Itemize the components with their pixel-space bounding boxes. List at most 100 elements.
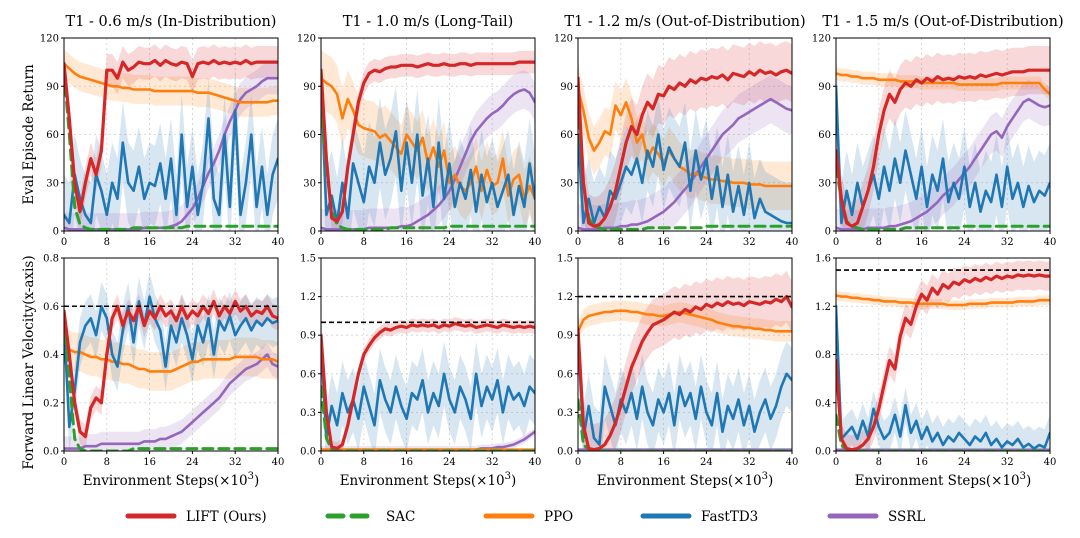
- band-fasttd3: [578, 303, 792, 451]
- subplot-r0-c0: 0 8 16 24 32 40 0 30 60 90 120 T1 - 0.6 m/s (In-Dis…: [21, 14, 285, 248]
- series-line-ppo: [64, 343, 278, 373]
- y-tick-label: 0: [310, 227, 316, 238]
- legend-label: SAC: [386, 509, 415, 525]
- x-tick-label: 40: [1044, 457, 1057, 468]
- subplot-r1-c1: 0 8 16 24 32 40 0.0 0.3 0.6 0.9 1.2 1.5 Environment …: [300, 254, 541, 490]
- plot-area: [64, 272, 278, 451]
- band-ssrl: [836, 79, 1050, 231]
- y-tick-label: 0.0: [815, 447, 831, 458]
- legend: LIFT (Ours) SAC PPO FastTD3 SSRL: [125, 509, 925, 525]
- plot-area: [321, 309, 535, 451]
- x-tick-label: 40: [1044, 237, 1057, 248]
- y-tick-label: 90: [303, 82, 316, 93]
- plot-area: [578, 41, 792, 231]
- series-line-lift-ours: [578, 295, 792, 451]
- y-tick-label: 0: [53, 227, 59, 238]
- series-line-fasttd3: [321, 76, 535, 225]
- y-tick-label: 0.4: [43, 350, 59, 361]
- x-tick-label: 24: [700, 237, 713, 248]
- x-tick-label: 40: [272, 457, 285, 468]
- series-line-fasttd3: [836, 305, 1050, 450]
- panel-title: T1 - 1.2 m/s (Out-of-Distribution): [564, 14, 805, 30]
- x-tick-label: 40: [272, 237, 285, 248]
- axes-frame: [577, 257, 793, 452]
- x-tick-label: 16: [400, 457, 413, 468]
- series-line-sac: [836, 165, 1050, 231]
- x-tick-label: 16: [143, 237, 156, 248]
- series-line-lift-ours: [64, 299, 278, 439]
- legend-label: LIFT (Ours): [186, 509, 267, 525]
- x-tick-label: 32: [743, 237, 756, 248]
- series-line-fasttd3: [64, 109, 278, 225]
- x-tick-label: 16: [400, 237, 413, 248]
- x-tick-label: 0: [833, 457, 839, 468]
- band-ssrl: [64, 342, 278, 451]
- subplot-r0-c3: 0 8 16 24 32 40 0 30 60 90 120 T1 - 1.5 m/s (Out-of…: [812, 14, 1064, 248]
- x-tick-label: 8: [361, 457, 367, 468]
- y-tick-label: 30: [46, 178, 59, 189]
- band-ppo: [836, 290, 1050, 310]
- series-line-lift-ours: [321, 60, 535, 223]
- plot-area: [578, 270, 792, 451]
- band-fasttd3: [578, 94, 792, 231]
- series-line-sac: [578, 100, 792, 231]
- x-tick-label: 24: [958, 237, 971, 248]
- x-tick-label: 16: [657, 457, 670, 468]
- x-tick-label: 32: [743, 457, 756, 468]
- y-axis-title: Forward Linear Velocity(x-axis): [21, 255, 37, 469]
- series-line-ppo: [64, 62, 278, 104]
- x-tick-label: 32: [486, 237, 499, 248]
- x-tick-label: 24: [186, 237, 199, 248]
- series-line-lift-ours: [836, 273, 1050, 451]
- y-tick-label: 1.5: [300, 254, 316, 265]
- x-axis-title: Environment Steps(×103): [340, 471, 517, 489]
- y-tick-label: 60: [46, 130, 59, 141]
- series-line-ppo: [578, 309, 792, 333]
- x-tick-label: 0: [318, 457, 324, 468]
- legend-label: SSRL: [888, 509, 925, 525]
- subplot-r0-c1: 0 8 16 24 32 40 0 30 60 90 120 T1 - 1.0 m/s (Long-T…: [297, 14, 541, 248]
- x-tick-label: 24: [443, 457, 456, 468]
- x-tick-label: 24: [186, 457, 199, 468]
- legend-label: FastTD3: [701, 509, 758, 525]
- legend-item-fasttd3: FastTD3: [640, 509, 758, 525]
- series-line-ssrl: [836, 97, 1050, 231]
- series-line-ppo: [836, 72, 1050, 96]
- y-tick-label: 0.0: [300, 447, 316, 458]
- y-tick-label: 0.6: [300, 369, 316, 380]
- x-axis-title: Environment Steps(×103): [597, 471, 774, 489]
- band-fasttd3: [64, 272, 278, 451]
- y-tick-label: 0.0: [43, 447, 59, 458]
- y-tick-label: 0.2: [43, 398, 59, 409]
- subplot-r1-c0: 0 8 16 24 32 40 0.0 0.2 0.4 0.6 0.8 Environment Ste…: [21, 254, 284, 490]
- panel-title: T1 - 1.0 m/s (Long-Tail): [343, 14, 514, 30]
- y-tick-label: 120: [297, 34, 316, 45]
- y-tick-label: 0.6: [557, 369, 573, 380]
- y-tick-label: 120: [812, 34, 831, 45]
- x-tick-label: 24: [700, 457, 713, 468]
- band-lift-ours: [578, 41, 792, 231]
- series-line-sac: [321, 100, 535, 231]
- series-line-ssrl: [64, 353, 278, 450]
- y-tick-label: 1.2: [557, 292, 573, 303]
- x-tick-label: 8: [876, 457, 882, 468]
- series-line-lift-ours: [836, 68, 1050, 228]
- x-tick-label: 8: [876, 237, 882, 248]
- series-line-sac: [64, 316, 278, 451]
- x-tick-label: 0: [575, 237, 581, 248]
- y-tick-label: 0.4: [815, 398, 831, 409]
- x-tick-label: 32: [229, 457, 242, 468]
- series-line-fasttd3: [578, 333, 792, 446]
- band-ssrl: [321, 70, 535, 231]
- band-ssrl: [578, 75, 792, 231]
- y-tick-label: 0.9: [557, 331, 573, 342]
- series-line-ppo: [578, 88, 792, 188]
- plot-area: [64, 44, 278, 231]
- y-tick-label: 30: [560, 178, 573, 189]
- x-tick-label: 24: [958, 457, 971, 468]
- legend-item-ssrl: SSRL: [827, 509, 925, 525]
- x-tick-label: 8: [361, 237, 367, 248]
- panel-title: T1 - 0.6 m/s (In-Distribution): [66, 14, 277, 30]
- x-tick-label: 40: [529, 457, 542, 468]
- x-axis-title: Environment Steps(×103): [855, 471, 1032, 489]
